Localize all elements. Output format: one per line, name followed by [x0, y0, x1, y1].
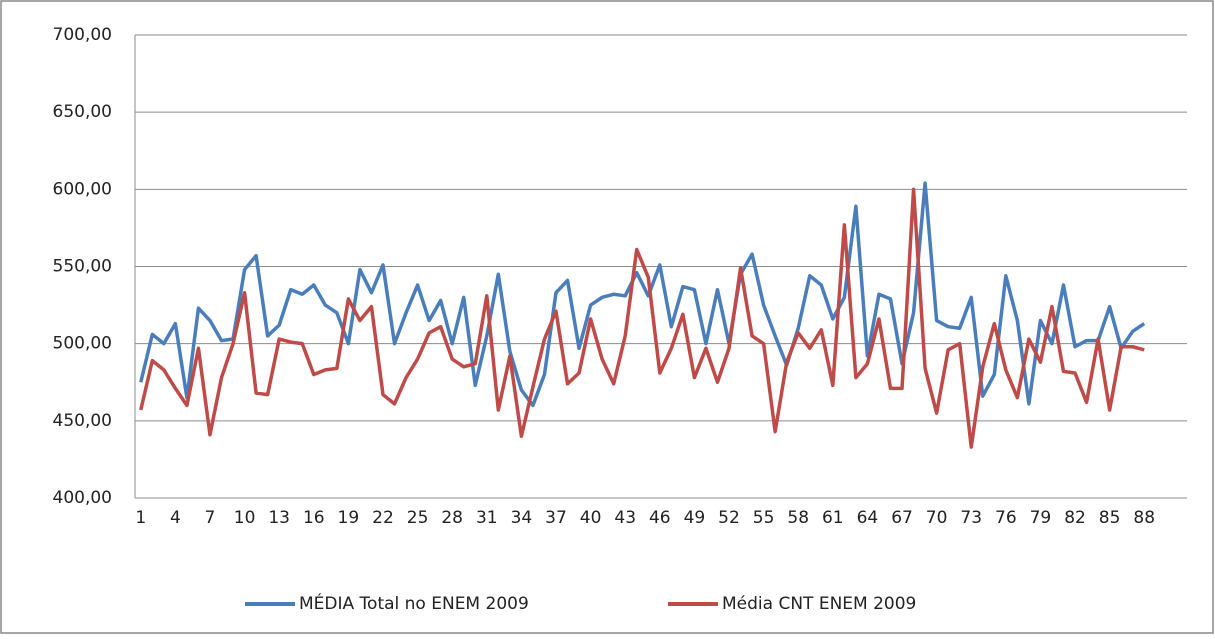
x-tick-label: 88	[1133, 508, 1155, 528]
series-line	[139, 181, 1146, 408]
x-tick-label: 40	[580, 508, 602, 528]
x-tick-label: 46	[649, 508, 671, 528]
x-tick-label: 7	[205, 508, 216, 528]
x-tick-label: 58	[787, 508, 809, 528]
y-tick-label: 650,00	[53, 102, 112, 122]
y-tick-label: 700,00	[53, 25, 112, 45]
x-tick-label: 61	[822, 508, 844, 528]
x-tick-label: 1	[135, 508, 146, 528]
x-tick-label: 67	[891, 508, 913, 528]
y-tick-label: 400,00	[53, 488, 112, 508]
series-line	[139, 187, 1145, 449]
x-tick-label: 76	[995, 508, 1017, 528]
x-tick-label: 10	[234, 508, 256, 528]
x-tick-label: 13	[268, 508, 290, 528]
x-tick-label: 52	[718, 508, 740, 528]
y-tick-label: 450,00	[53, 411, 112, 431]
x-tick-label: 37	[545, 508, 567, 528]
x-tick-label: 43	[614, 508, 636, 528]
x-tick-label: 34	[511, 508, 533, 528]
y-tick-label: 550,00	[53, 257, 112, 277]
x-tick-label: 22	[372, 508, 394, 528]
x-tick-label: 25	[407, 508, 429, 528]
x-tick-label: 49	[684, 508, 706, 528]
y-tick-label: 500,00	[53, 334, 112, 354]
legend-label: Média CNT ENEM 2009	[722, 594, 916, 614]
x-tick-label: 73	[960, 508, 982, 528]
x-tick-label: 70	[926, 508, 948, 528]
x-tick-label: 85	[1099, 508, 1121, 528]
x-tick-label: 79	[1030, 508, 1052, 528]
x-tick-label: 55	[753, 508, 775, 528]
x-tick-label: 82	[1064, 508, 1086, 528]
x-tick-label: 64	[857, 508, 879, 528]
legend-label: MÉDIA Total no ENEM 2009	[299, 592, 529, 614]
x-tick-label: 4	[170, 508, 181, 528]
x-tick-label: 31	[476, 508, 498, 528]
y-tick-label: 600,00	[53, 179, 112, 199]
x-tick-label: 19	[338, 508, 360, 528]
x-tick-label: 16	[303, 508, 325, 528]
x-tick-label: 28	[441, 508, 463, 528]
